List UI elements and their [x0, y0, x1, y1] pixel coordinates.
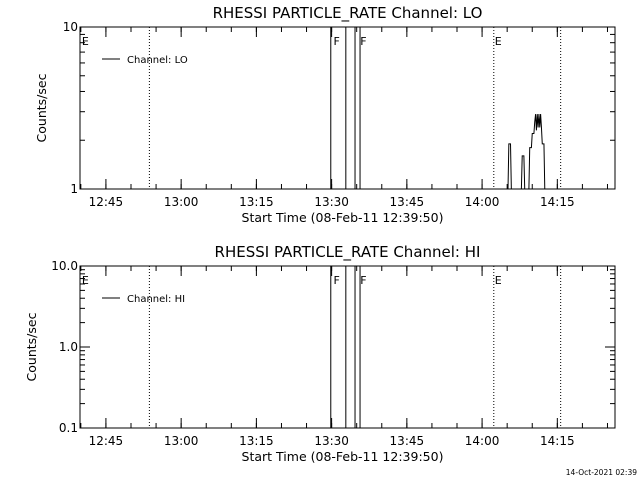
flag-label: F [333, 274, 339, 287]
series-line [507, 114, 550, 190]
plot-frame [79, 265, 616, 429]
y-axis-label: Counts/sec [24, 312, 39, 381]
flag-label: F [333, 35, 339, 48]
x-tick-label: 13:15 [239, 195, 274, 209]
flag-label: E [495, 35, 502, 48]
x-tick-label: 13:00 [164, 434, 199, 448]
y-tick-label: 1 [70, 182, 78, 196]
x-tick-label: 14:00 [465, 434, 500, 448]
x-tick-label: 14:00 [465, 195, 500, 209]
x-tick-label: 13:00 [164, 195, 199, 209]
x-tick-label: 13:15 [239, 434, 274, 448]
x-tick-label: 12:45 [89, 434, 124, 448]
x-tick-label: 14:15 [540, 434, 575, 448]
flag-label: E [82, 35, 89, 48]
x-tick-label: 13:45 [390, 434, 425, 448]
x-tick-label: 14:15 [540, 195, 575, 209]
flag-label: F [360, 35, 366, 48]
x-axis-label: Start Time (08-Feb-11 12:39:50) [242, 449, 444, 464]
y-tick-label: 10.0 [51, 259, 78, 273]
x-tick-label: 13:30 [314, 195, 349, 209]
legend-label: Channel: LO [127, 55, 188, 66]
x-tick-label: 12:45 [89, 195, 124, 209]
y-tick-label: 1.0 [59, 340, 78, 354]
legend-label: Channel: HI [127, 294, 185, 305]
flag-label: F [360, 274, 366, 287]
chart-panel-1: RHESSI PARTICLE_RATE Channel: HI 0.1 1.0 10… [24, 243, 616, 464]
plot-frame [79, 26, 616, 190]
chart-title: RHESSI PARTICLE_RATE Channel: HI [215, 243, 481, 262]
chart-title: RHESSI PARTICLE_RATE Channel: LO [213, 4, 483, 23]
x-tick-label: 13:30 [314, 434, 349, 448]
y-tick-label: 0.1 [59, 421, 78, 435]
y-axis-label: Counts/sec [34, 73, 49, 142]
generation-timestamp: 14-Oct-2021 02:39 [566, 468, 637, 477]
y-tick-label: 10 [63, 20, 78, 34]
flag-label: E [495, 274, 502, 287]
x-axis-label: Start Time (08-Feb-11 12:39:50) [242, 210, 444, 225]
flag-label: E [82, 274, 89, 287]
x-tick-label: 13:45 [390, 195, 425, 209]
chart-panel-0: RHESSI PARTICLE_RATE Channel: LO 1 10 12:45… [34, 4, 616, 225]
